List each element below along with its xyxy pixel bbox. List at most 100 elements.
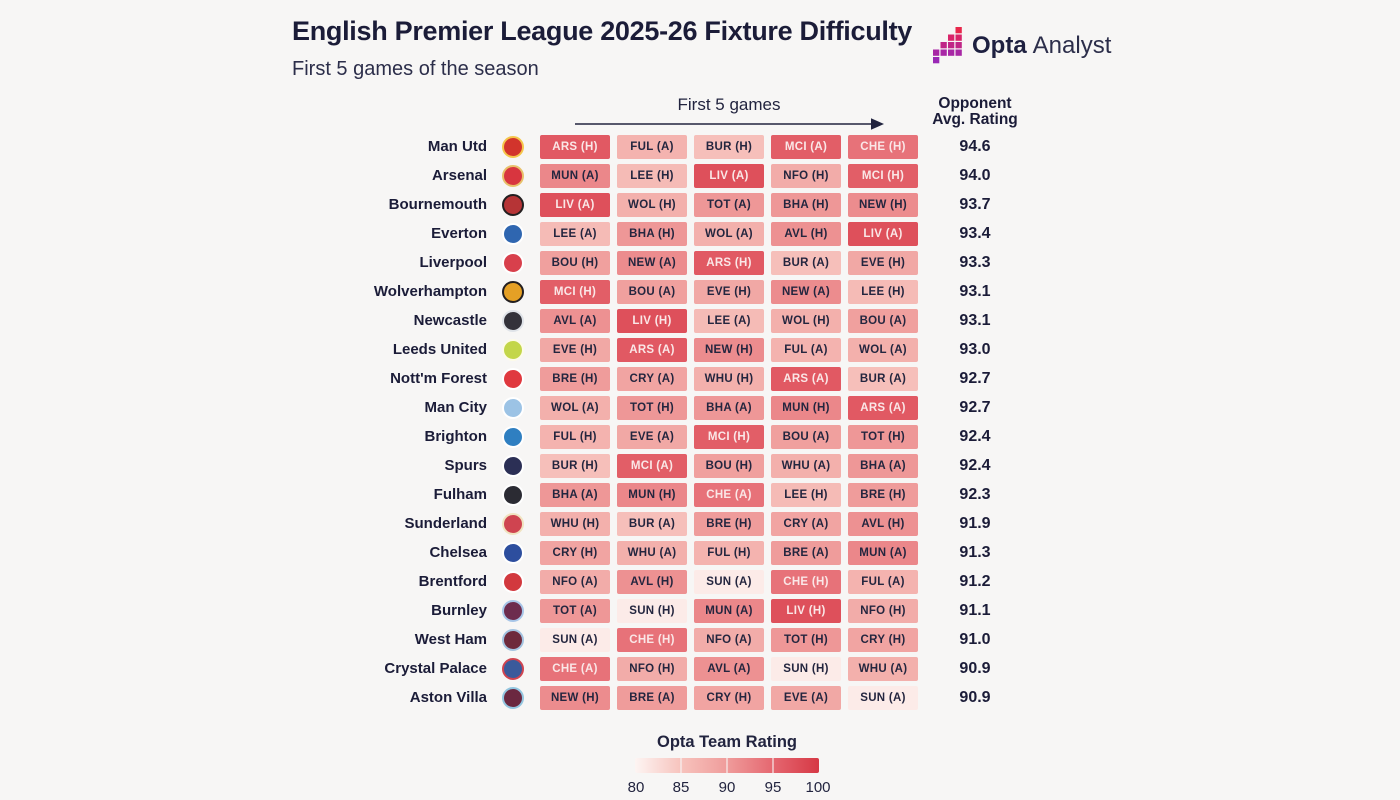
club-crest-icon <box>502 629 524 651</box>
fixture-cell: BRE (A) <box>771 541 841 565</box>
team-name: Bournemouth <box>388 196 487 213</box>
brand-analyst: Analyst <box>1032 31 1112 59</box>
team-name: Liverpool <box>419 254 487 271</box>
club-crest-icon <box>502 571 524 593</box>
fixture-cell: WOL (A) <box>540 396 610 420</box>
brand-wordmark: Opta Analyst <box>972 32 1111 60</box>
fixture-cell: AVL (A) <box>694 657 764 681</box>
table-row: Fulham 92.3 BHA (A) MUN (H) CHE (A) LEE (H)… <box>0 483 1400 507</box>
fixture-cell: FUL (A) <box>617 135 687 159</box>
team-name: Brentford <box>418 573 487 590</box>
legend-notch <box>680 758 682 773</box>
table-row: Burnley 91.1 TOT (A) SUN (H) MUN (A) LIV (H… <box>0 599 1400 623</box>
team-name: Leeds United <box>392 341 487 358</box>
fixture-cell: TOT (H) <box>771 628 841 652</box>
fixture-cell: CHE (H) <box>848 135 918 159</box>
fixture-cell: LIV (H) <box>617 309 687 333</box>
legend-tick-100: 100 <box>805 779 831 796</box>
fixture-cell: EVE (H) <box>694 280 764 304</box>
fixture-cell: NEW (H) <box>694 338 764 362</box>
fixture-cell: CRY (H) <box>540 541 610 565</box>
opponent-avg-rating-value: 90.9 <box>959 689 991 706</box>
legend-tick-90: 90 <box>718 779 736 796</box>
fixture-cell: BUR (A) <box>771 251 841 275</box>
table-row: Nott'm Forest 92.7 BRE (H) CRY (A) WHU (H)… <box>0 367 1400 391</box>
fixture-cell: BUR (H) <box>540 454 610 478</box>
fixture-cell: WHU (A) <box>617 541 687 565</box>
fixture-cell: MUN (A) <box>848 541 918 565</box>
legend-notch <box>772 758 774 773</box>
fixture-cell: LEE (A) <box>694 309 764 333</box>
fixture-cell: EVE (A) <box>771 686 841 710</box>
page-title: English Premier League 2025-26 Fixture D… <box>292 16 913 46</box>
fixture-cell: CHE (A) <box>694 483 764 507</box>
opponent-avg-rating-value: 92.4 <box>959 457 991 474</box>
team-name: Newcastle <box>413 312 487 329</box>
fixture-cell: ARS (H) <box>540 135 610 159</box>
fixture-cell: WHU (H) <box>540 512 610 536</box>
brand-opta: Opta <box>972 31 1027 59</box>
club-crest-icon <box>502 455 524 477</box>
fixture-cell: BOU (A) <box>848 309 918 333</box>
fixture-cell: MCI (H) <box>540 280 610 304</box>
fixture-cell: NFO (A) <box>694 628 764 652</box>
fixture-cell: LIV (A) <box>540 193 610 217</box>
fixture-cell: BRE (A) <box>617 686 687 710</box>
opponent-avg-rating-value: 94.6 <box>959 138 991 155</box>
fixture-cell: BRE (H) <box>540 367 610 391</box>
team-name: Everton <box>431 225 487 242</box>
opponent-avg-rating-value: 93.1 <box>959 312 991 329</box>
right-arrow-icon <box>575 118 884 130</box>
legend-tick-95: 95 <box>764 779 782 796</box>
club-crest-icon <box>502 513 524 535</box>
fixture-cell: LIV (A) <box>694 164 764 188</box>
fixture-cell: ARS (A) <box>771 367 841 391</box>
fixture-cell: CRY (H) <box>848 628 918 652</box>
team-name: Wolverhampton <box>373 283 487 300</box>
fixture-cell: BHA (H) <box>771 193 841 217</box>
fixture-cell: BOU (A) <box>617 280 687 304</box>
fixture-cell: LEE (H) <box>771 483 841 507</box>
fixture-cell: ARS (A) <box>617 338 687 362</box>
club-crest-icon <box>502 252 524 274</box>
club-crest-icon <box>502 368 524 390</box>
club-crest-icon <box>502 339 524 361</box>
fixture-cell: WOL (A) <box>694 222 764 246</box>
club-crest-icon <box>502 426 524 448</box>
opponent-avg-rating-value: 92.7 <box>959 399 991 416</box>
fixture-cell: ARS (H) <box>694 251 764 275</box>
team-name: Fulham <box>433 486 487 503</box>
opponent-avg-rating-value: 93.7 <box>959 196 991 213</box>
fixture-cell: SUN (A) <box>848 686 918 710</box>
fixture-cell: BHA (A) <box>540 483 610 507</box>
opta-pixel-bars-icon <box>933 27 962 64</box>
opponent-avg-rating-value: 92.3 <box>959 486 991 503</box>
fixture-cell: BRE (H) <box>848 483 918 507</box>
table-row: Spurs 92.4 BUR (H) MCI (A) BOU (H) WHU (A) B… <box>0 454 1400 478</box>
table-row: Bournemouth 93.7 LIV (A) WOL (H) TOT (A) BH… <box>0 193 1400 217</box>
fixture-cell: MCI (H) <box>694 425 764 449</box>
opponent-avg-rating-value: 94.0 <box>959 167 991 184</box>
opponent-avg-rating-value: 90.9 <box>959 660 991 677</box>
fixture-cell: AVL (H) <box>848 512 918 536</box>
table-row: Man Utd 94.6 ARS (H) FUL (A) BUR (H) MCI (A… <box>0 135 1400 159</box>
fixture-cell: LIV (A) <box>848 222 918 246</box>
opponent-avg-rating-value: 92.4 <box>959 428 991 445</box>
fixture-cell: CHE (A) <box>540 657 610 681</box>
table-row: Man City 92.7 WOL (A) TOT (H) BHA (A) MUN (… <box>0 396 1400 420</box>
club-crest-icon <box>502 484 524 506</box>
club-crest-icon <box>502 223 524 245</box>
fixture-cell: NEW (H) <box>540 686 610 710</box>
team-name: Nott'm Forest <box>390 370 487 387</box>
opponent-avg-rating-value: 91.0 <box>959 631 991 648</box>
opponent-avg-rating-value: 93.1 <box>959 283 991 300</box>
table-row: Crystal Palace 90.9 CHE (A) NFO (H) AVL (A… <box>0 657 1400 681</box>
fixture-cell: NFO (H) <box>617 657 687 681</box>
opta-analyst-logo: Opta Analyst <box>933 27 1111 64</box>
table-row: West Ham 91.0 SUN (A) CHE (H) NFO (A) TOT (… <box>0 628 1400 652</box>
fixture-cell: EVE (A) <box>617 425 687 449</box>
team-name: Crystal Palace <box>384 660 487 677</box>
club-crest-icon <box>502 281 524 303</box>
page-subtitle: First 5 games of the season <box>292 58 539 80</box>
table-row: Everton 93.4 LEE (A) BHA (H) WOL (A) AVL (H… <box>0 222 1400 246</box>
